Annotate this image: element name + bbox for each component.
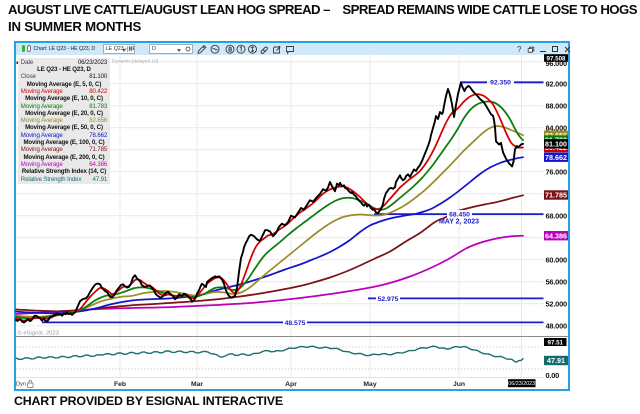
svg-text:96.000: 96.000 <box>546 59 567 68</box>
svg-text:May: May <box>363 381 376 388</box>
svg-text:MAY 2, 2023: MAY 2, 2023 <box>439 219 479 226</box>
svg-text:97.51: 97.51 <box>548 340 564 347</box>
svg-text:92.000: 92.000 <box>546 79 567 88</box>
svg-text:68.000: 68.000 <box>546 211 567 220</box>
svg-text:64.386: 64.386 <box>545 231 567 240</box>
svg-text:68.450: 68.450 <box>449 212 470 219</box>
svg-text:0.00: 0.00 <box>546 371 560 380</box>
svg-text:47.91: 47.91 <box>547 356 565 365</box>
svg-text:92.350: 92.350 <box>490 80 511 87</box>
svg-text:71.785: 71.785 <box>545 191 567 200</box>
svg-text:56.000: 56.000 <box>546 277 567 286</box>
svg-text:© eSignal, 2023: © eSignal, 2023 <box>18 330 59 337</box>
svg-text:76.000: 76.000 <box>546 167 567 176</box>
svg-text:60.000: 60.000 <box>546 255 567 264</box>
svg-text:78.662: 78.662 <box>545 153 567 162</box>
svg-text:Dyn: Dyn <box>16 382 26 388</box>
svg-text:84.000: 84.000 <box>546 123 567 132</box>
svg-text:81.100: 81.100 <box>545 139 567 148</box>
svg-text:52.975: 52.975 <box>378 296 399 303</box>
svg-text:Jun: Jun <box>453 381 465 388</box>
svg-text:Mar: Mar <box>191 381 203 388</box>
svg-text:Apr: Apr <box>285 381 297 388</box>
svg-text:48.575: 48.575 <box>285 320 306 327</box>
svg-text:88.000: 88.000 <box>546 101 567 110</box>
svg-text:97.508: 97.508 <box>547 56 566 63</box>
svg-text:52.000: 52.000 <box>546 299 567 308</box>
svg-text:Dynamic,[delayed 10]: Dynamic,[delayed 10] <box>112 59 158 65</box>
svg-text:06/23/2023: 06/23/2023 <box>508 381 535 387</box>
svg-text:Feb: Feb <box>114 381 126 388</box>
svg-text:48.000: 48.000 <box>546 321 567 330</box>
